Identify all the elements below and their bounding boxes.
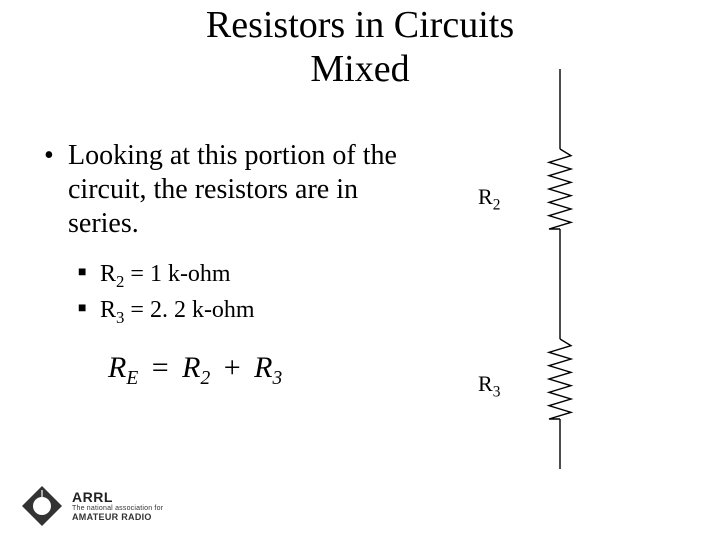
- label-r3: R3: [478, 371, 500, 401]
- logo-text: ARRL The national association for AMATEU…: [72, 490, 163, 523]
- sub-bullet-2-text: R3 = 2. 2 k-ohm: [100, 294, 410, 329]
- plus-sign: +: [224, 351, 241, 384]
- content-area: • Looking at this portion of the circuit…: [0, 139, 720, 499]
- square-marker-icon: ■: [78, 258, 100, 293]
- main-bullet: • Looking at this portion of the circuit…: [44, 139, 410, 240]
- eq-r1-var: R: [182, 351, 200, 384]
- slide-title: Resistors in Circuits Mixed: [0, 0, 720, 91]
- eq-lhs-var: R: [108, 351, 126, 384]
- eq-lhs-sub: E: [126, 368, 138, 389]
- bullet-marker: •: [44, 139, 68, 240]
- arrl-logo: ARRL The national association for AMATEU…: [20, 484, 163, 528]
- eq-r1-sub: 2: [201, 368, 211, 389]
- circuit-diagram: R2 R3: [410, 139, 690, 499]
- eq-r2-sub: 3: [273, 368, 283, 389]
- equation: RE = R2 + R3: [108, 351, 410, 390]
- sub-bullet-1-text: R2 = 1 k-ohm: [100, 258, 410, 293]
- logo-diamond-icon: [20, 484, 64, 528]
- sub-bullet-list: ■ R2 = 1 k-ohm ■ R3 = 2. 2 k-ohm: [78, 258, 410, 329]
- title-line-2: Mixed: [310, 48, 409, 90]
- main-bullet-text: Looking at this portion of the circuit, …: [68, 139, 410, 240]
- left-column: • Looking at this portion of the circuit…: [0, 139, 410, 499]
- equals-sign: =: [152, 351, 169, 384]
- sub-bullet-2: ■ R3 = 2. 2 k-ohm: [78, 294, 410, 329]
- resistor-series-svg: [530, 69, 590, 469]
- eq-r2-var: R: [254, 351, 272, 384]
- square-marker-icon: ■: [78, 294, 100, 329]
- logo-brand: ARRL: [72, 490, 163, 505]
- logo-subline: AMATEUR RADIO: [72, 513, 163, 523]
- sub-bullet-1: ■ R2 = 1 k-ohm: [78, 258, 410, 293]
- label-r2: R2: [478, 184, 500, 214]
- title-line-1: Resistors in Circuits: [206, 4, 514, 46]
